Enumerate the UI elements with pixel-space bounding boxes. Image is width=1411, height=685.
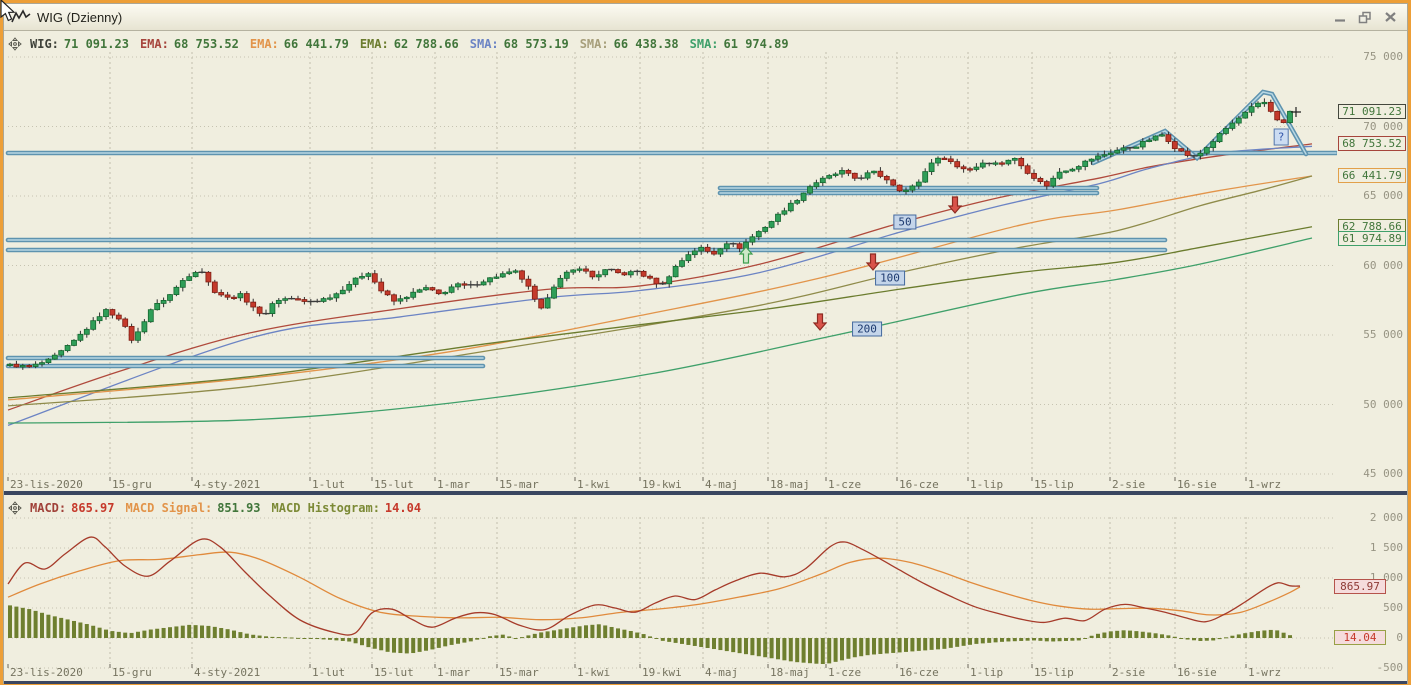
main-legend-items: WIG: 71 091.23 EMA: 68 753.52 EMA: 66 441.79 E… (30, 37, 800, 51)
macd-value-box: 14.04 (1334, 629, 1386, 645)
legend-label: EMA: (139, 37, 169, 51)
legend-value: 71 091.23 (63, 37, 129, 51)
legend-label: SMA: (689, 37, 719, 51)
legend-label: EMA: (249, 37, 279, 51)
legend-value: 66 441.79 (283, 37, 349, 51)
legend-value: 68 753.52 (173, 37, 239, 51)
price-value-box: 61 974.89 (1338, 230, 1406, 246)
price-value-box: 68 753.52 (1338, 136, 1406, 152)
price-value-box: 62 788.66 (1338, 219, 1406, 235)
close-button[interactable] (1381, 10, 1399, 25)
legend-label: SMA: (579, 37, 609, 51)
window-titlebar[interactable]: WIG (Dzienny) (4, 4, 1407, 31)
chart-line-icon (11, 9, 31, 23)
legend-value: 14.04 (384, 501, 422, 515)
macd-legend-items: MACD: 865.97 MACD Signal: 851.93 MACD Histog… (30, 501, 432, 515)
restore-icon (1358, 11, 1371, 23)
mouse-cursor (0, 0, 16, 22)
window-buttons (1331, 10, 1399, 25)
legend-label: MACD Histogram: (271, 501, 380, 515)
legend-value: 61 974.89 (723, 37, 789, 51)
panel-splitter[interactable] (4, 491, 1407, 495)
bottom-bar (4, 681, 1407, 684)
close-icon (1384, 12, 1396, 22)
legend-label: MACD Signal: (125, 501, 213, 515)
macd-legend[interactable]: MACD: 865.97 MACD Signal: 851.93 MACD Histog… (8, 500, 432, 516)
legend-label: SMA: (469, 37, 499, 51)
question-annotation[interactable]: ? (1273, 128, 1289, 146)
ma-period-badge-100[interactable]: 100 (875, 270, 905, 286)
restore-button[interactable] (1356, 10, 1374, 25)
minimize-button[interactable] (1331, 10, 1349, 25)
legend-label: WIG: (30, 37, 59, 51)
window-title: WIG (Dzienny) (37, 9, 123, 25)
main-chart-legend[interactable]: WIG: 71 091.23 EMA: 68 753.52 EMA: 66 441.79 E… (8, 36, 800, 52)
legend-label: MACD: (30, 501, 67, 515)
window-body (3, 3, 1408, 684)
legend-value: 66 438.38 (613, 37, 679, 51)
minimize-icon (1335, 19, 1345, 22)
ma-period-badge-50[interactable]: 50 (893, 214, 917, 230)
pan-icon[interactable] (8, 501, 22, 515)
price-value-box: 66 441.79 (1338, 168, 1406, 184)
legend-label: EMA: (359, 37, 389, 51)
legend-value: 865.97 (71, 501, 115, 515)
ma-period-badge-200[interactable]: 200 (852, 321, 882, 337)
price-value-box: 71 091.23 (1338, 103, 1406, 119)
legend-value: 68 573.19 (503, 37, 569, 51)
legend-value: 62 788.66 (393, 37, 459, 51)
macd-value-box: 865.97 (1334, 578, 1386, 594)
legend-value: 851.93 (217, 501, 261, 515)
pan-icon[interactable] (8, 37, 22, 51)
